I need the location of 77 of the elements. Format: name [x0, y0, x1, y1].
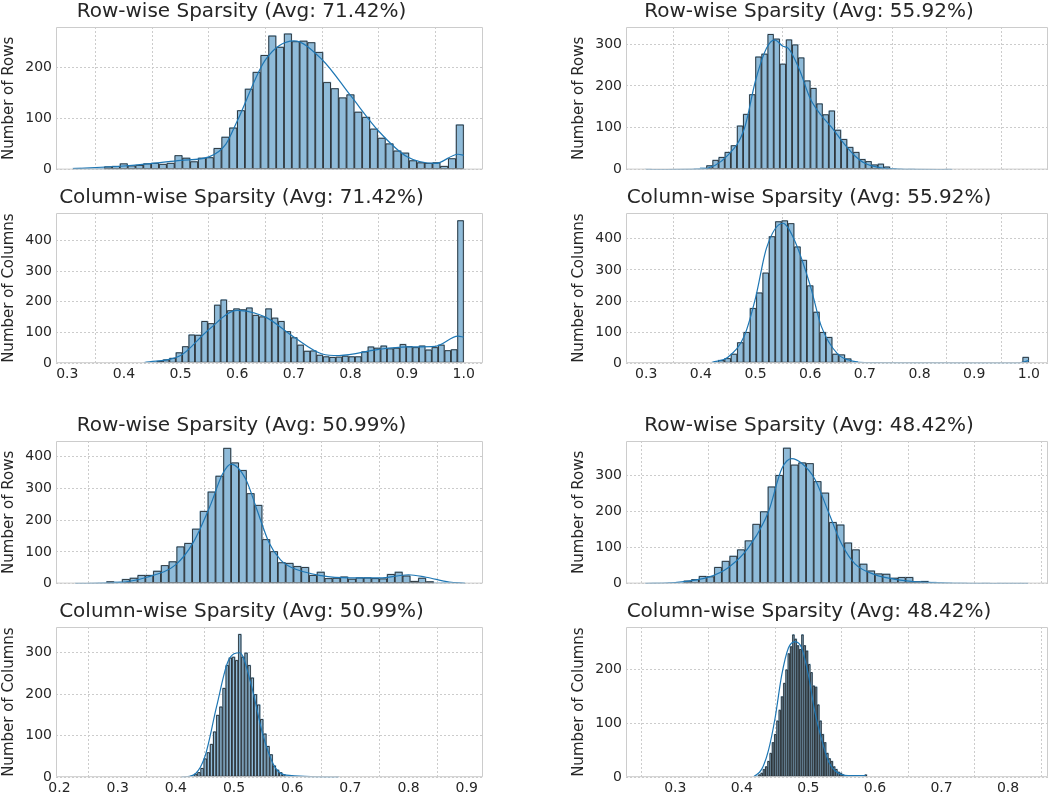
x-tick-label: 0.8 — [908, 365, 931, 382]
y-axis-title: Number of Columns — [0, 213, 17, 363]
x-tick-label: 0.3 — [56, 365, 79, 382]
x-tick-label: 0.7 — [339, 779, 362, 796]
y-tick-label: 200 — [25, 510, 52, 527]
x-tick-label: 0.4 — [112, 365, 136, 382]
y-tick-label: 0 — [43, 574, 52, 591]
y-tick-label: 300 — [595, 260, 622, 277]
y-tick-label: 100 — [595, 118, 622, 135]
x-tick-label: 0.6 — [281, 779, 304, 796]
x-tick-label: 0.8 — [397, 779, 420, 796]
y-tick-label: 100 — [25, 323, 52, 340]
y-tick-label: 200 — [25, 58, 52, 75]
y-axis-title: Number of Columns — [568, 627, 587, 777]
x-tick-label: 0.7 — [282, 365, 305, 382]
x-tick-label: 0.7 — [853, 365, 877, 382]
y-tick-label: 200 — [595, 502, 622, 519]
x-tick-label: 0.8 — [996, 779, 1020, 796]
y-tick-label: 100 — [595, 714, 622, 731]
y-tick-label: 400 — [25, 230, 52, 247]
x-tick-label: 1.0 — [452, 365, 475, 382]
y-tick-label: 300 — [25, 479, 52, 496]
y-tick-label: 300 — [595, 34, 622, 51]
y-tick-label: 100 — [595, 322, 622, 339]
chart-title: Column-wise Sparsity (Avg: 48.42%) — [626, 598, 992, 623]
y-tick-label: 200 — [25, 684, 52, 701]
y-axis-title: Number of Rows — [0, 450, 17, 574]
y-tick-label: 0 — [613, 353, 622, 370]
y-tick-label: 400 — [25, 447, 52, 464]
y-tick-label: 0 — [43, 160, 52, 177]
x-tick-label: 0.5 — [169, 365, 192, 382]
y-tick-label: 0 — [613, 160, 622, 177]
y-tick-label: 100 — [25, 109, 52, 126]
x-tick-label: 0.4 — [689, 365, 713, 382]
y-tick-label: 100 — [25, 726, 52, 743]
x-tick-label: 0.3 — [664, 779, 687, 796]
y-tick-label: 200 — [595, 291, 622, 308]
y-axis-title: Number of Rows — [0, 36, 17, 160]
y-tick-label: 0 — [613, 574, 622, 591]
chart-title: Row-wise Sparsity (Avg: 55.92%) — [644, 0, 974, 23]
y-axis-title: Number of Rows — [568, 450, 587, 574]
x-tick-label: 0.5 — [744, 365, 767, 382]
y-tick-label: 200 — [25, 292, 52, 309]
y-tick-label: 400 — [595, 229, 622, 246]
x-tick-label: 0.3 — [635, 365, 658, 382]
y-tick-label: 200 — [595, 76, 622, 93]
x-tick-label: 0.9 — [395, 365, 419, 382]
chart-title: Column-wise Sparsity (Avg: 50.99%) — [59, 598, 424, 623]
x-tick-label: 0.6 — [226, 365, 249, 382]
x-tick-label: 0.7 — [930, 779, 953, 796]
y-tick-label: 100 — [595, 538, 622, 555]
y-axis-title: Number of Rows — [568, 36, 587, 160]
x-tick-label: 0.6 — [799, 365, 822, 382]
chart-title: Row-wise Sparsity (Avg: 50.99%) — [76, 412, 407, 437]
x-tick-label: 0.9 — [963, 365, 986, 382]
chart-title: Row-wise Sparsity (Avg: 48.42%) — [644, 412, 974, 437]
y-tick-label: 300 — [595, 466, 622, 483]
chart-title: Row-wise Sparsity (Avg: 71.42%) — [76, 0, 407, 23]
x-tick-label: 0.4 — [730, 779, 754, 796]
y-tick-label: 0 — [613, 767, 622, 784]
x-tick-label: 1.0 — [1017, 365, 1040, 382]
x-tick-label: 0.5 — [797, 779, 820, 796]
y-axis-title: Number of Columns — [0, 627, 17, 777]
y-tick-label: 200 — [595, 660, 622, 677]
chart-title: Column-wise Sparsity (Avg: 71.42%) — [59, 184, 424, 209]
x-tick-label: 0.9 — [455, 779, 478, 796]
x-tick-label: 0.8 — [339, 365, 362, 382]
x-tick-label: 0.4 — [164, 779, 188, 796]
chart-title: Column-wise Sparsity (Avg: 55.92%) — [626, 184, 992, 209]
y-tick-label: 100 — [25, 542, 52, 559]
y-axis-title: Number of Columns — [568, 213, 587, 363]
y-tick-label: 0 — [43, 353, 52, 370]
x-tick-label: 0.3 — [106, 779, 129, 796]
y-tick-label: 300 — [25, 261, 52, 278]
x-tick-label: 0.5 — [222, 779, 246, 796]
y-tick-label: 300 — [25, 643, 52, 660]
x-tick-label: 0.6 — [863, 779, 887, 796]
